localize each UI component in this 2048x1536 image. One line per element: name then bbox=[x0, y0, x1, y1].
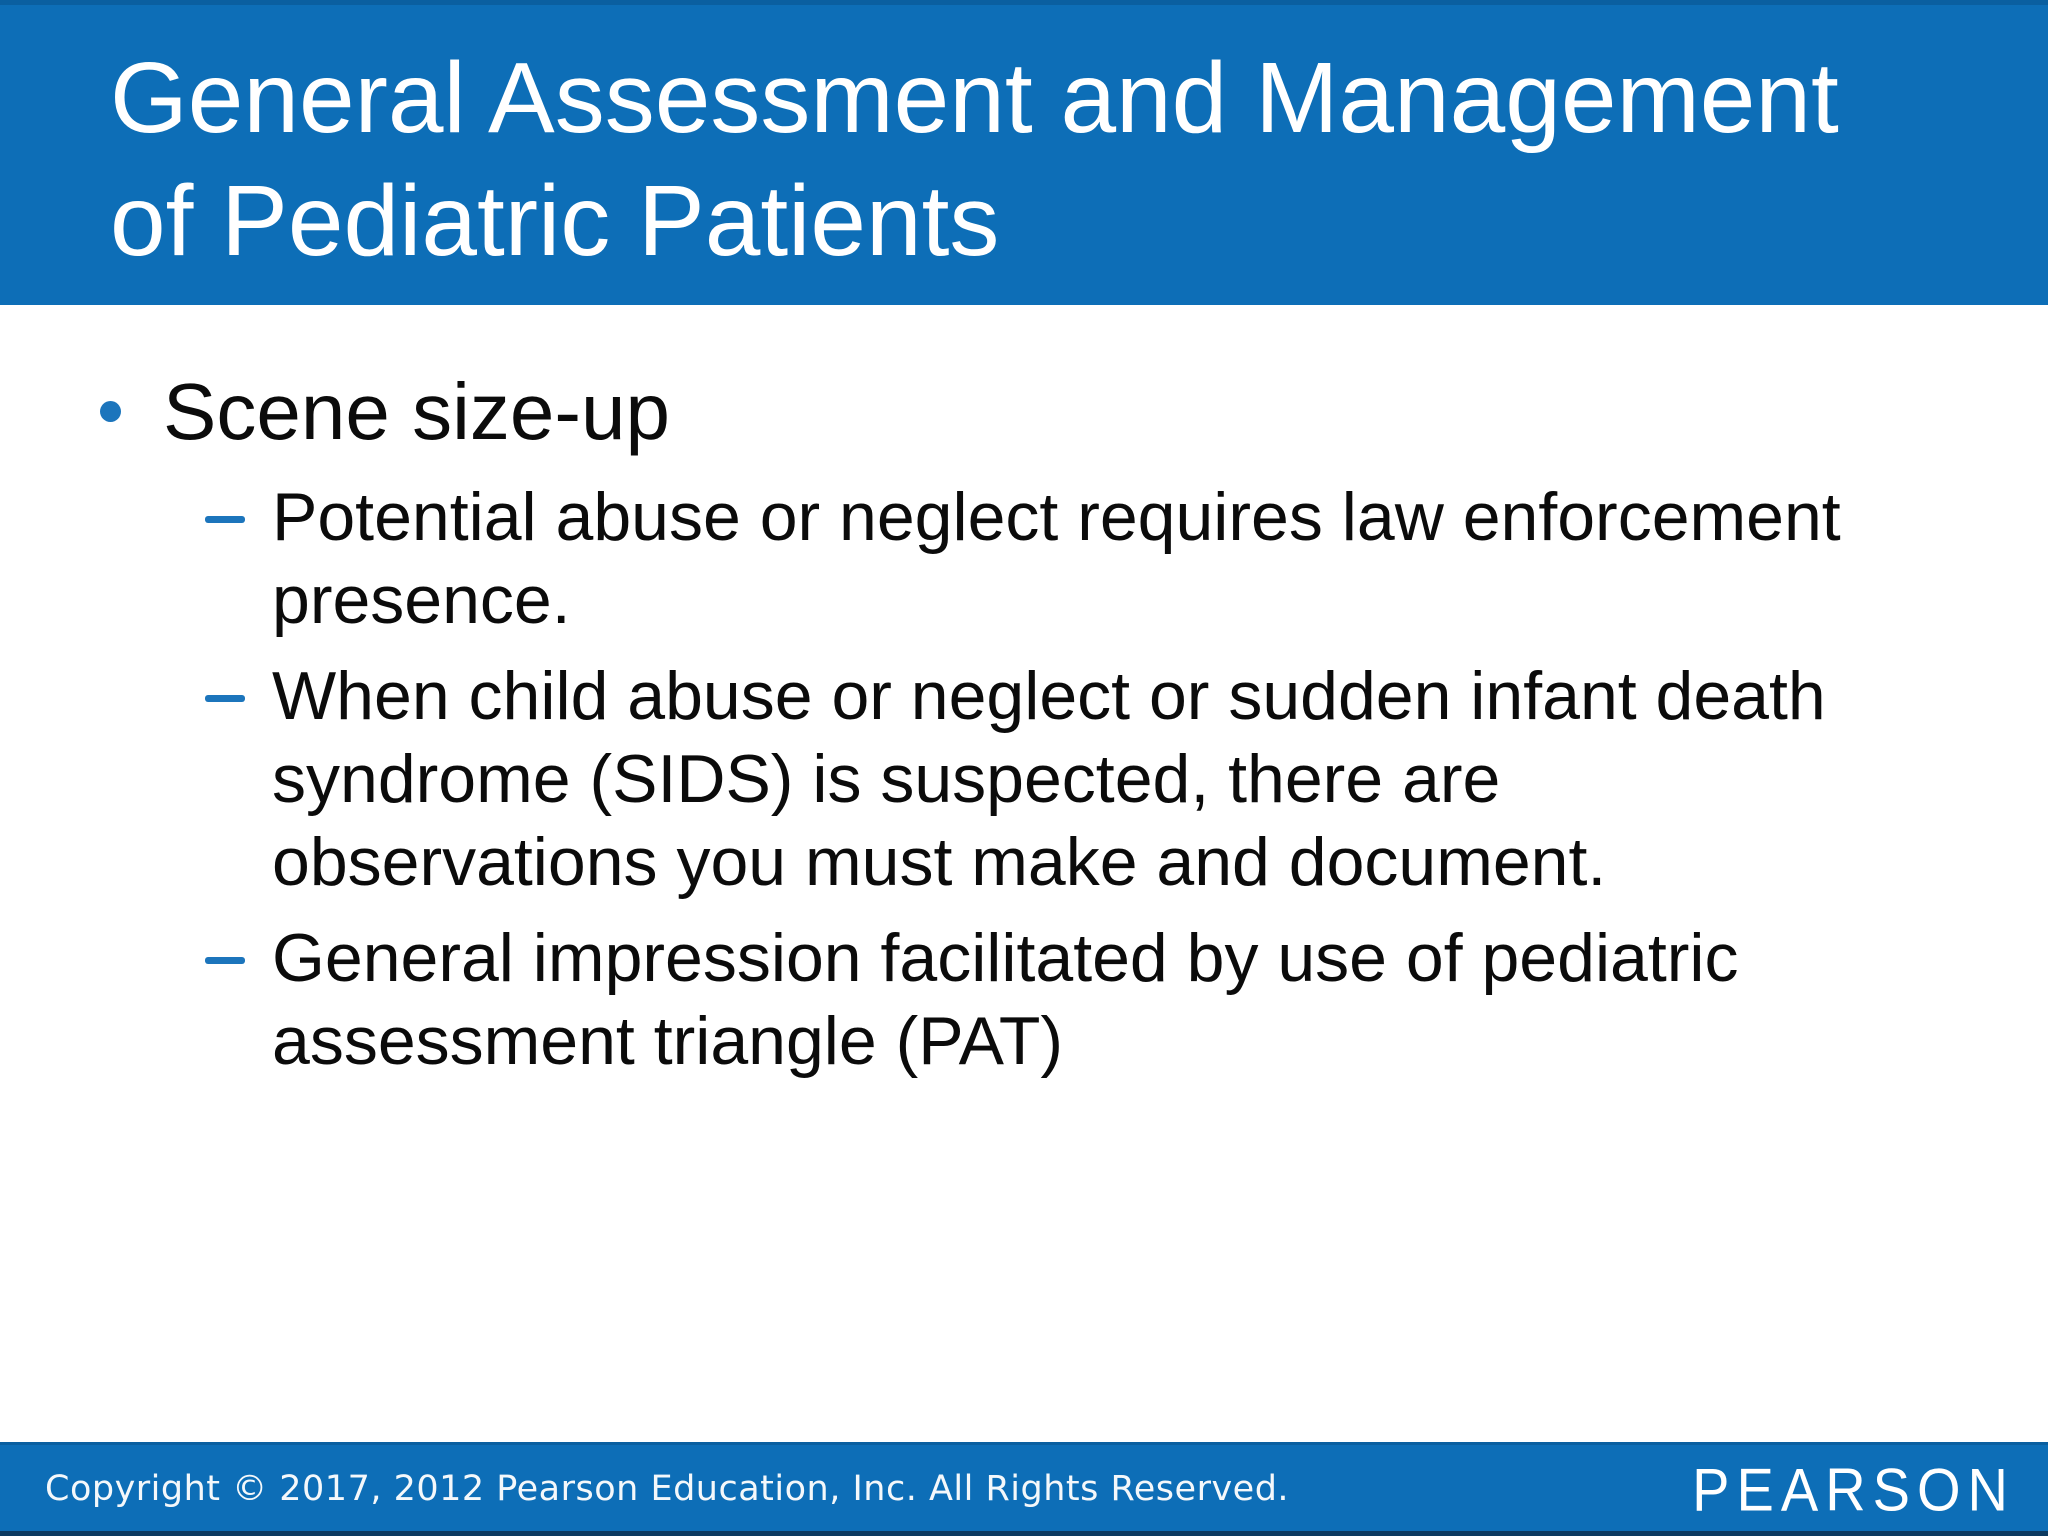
dash-bullet-icon bbox=[205, 695, 245, 702]
slide-body: Scene size-up Potential abuse or neglect… bbox=[0, 305, 2048, 1442]
sub-bullet-text: Potential abuse or neglect requires law … bbox=[272, 479, 1841, 638]
bullet-dot-icon bbox=[100, 401, 121, 422]
sub-bullet-item: Potential abuse or neglect requires law … bbox=[205, 476, 1865, 642]
sub-bullet-text: General impression facilitated by use of… bbox=[272, 920, 1739, 1079]
slide-title-line-2: of Pediatric Patients bbox=[110, 165, 1000, 277]
sub-bullet-item: When child abuse or neglect or sudden in… bbox=[205, 655, 1865, 904]
slide-title-line-1: General Assessment and Management bbox=[110, 42, 1839, 154]
sub-bullet-text: When child abuse or neglect or sudden in… bbox=[272, 658, 1826, 900]
sub-bullet-item: General impression facilitated by use of… bbox=[205, 917, 1865, 1083]
footer-bar: Copyright © 2017, 2012 Pearson Education… bbox=[0, 1442, 2048, 1536]
copyright-text: Copyright © 2017, 2012 Pearson Education… bbox=[45, 1469, 1290, 1509]
sub-bullet-list: Potential abuse or neglect requires law … bbox=[205, 476, 1865, 1083]
dash-bullet-icon bbox=[205, 957, 245, 964]
pearson-logo: PEARSON bbox=[1692, 1454, 2015, 1524]
bullet-text: Scene size-up bbox=[163, 367, 670, 456]
bullet-item: Scene size-up bbox=[100, 364, 2048, 460]
title-bar: General Assessment and Management of Ped… bbox=[0, 0, 2048, 305]
slide-title: General Assessment and Management of Ped… bbox=[110, 37, 1988, 283]
dash-bullet-icon bbox=[205, 516, 245, 523]
